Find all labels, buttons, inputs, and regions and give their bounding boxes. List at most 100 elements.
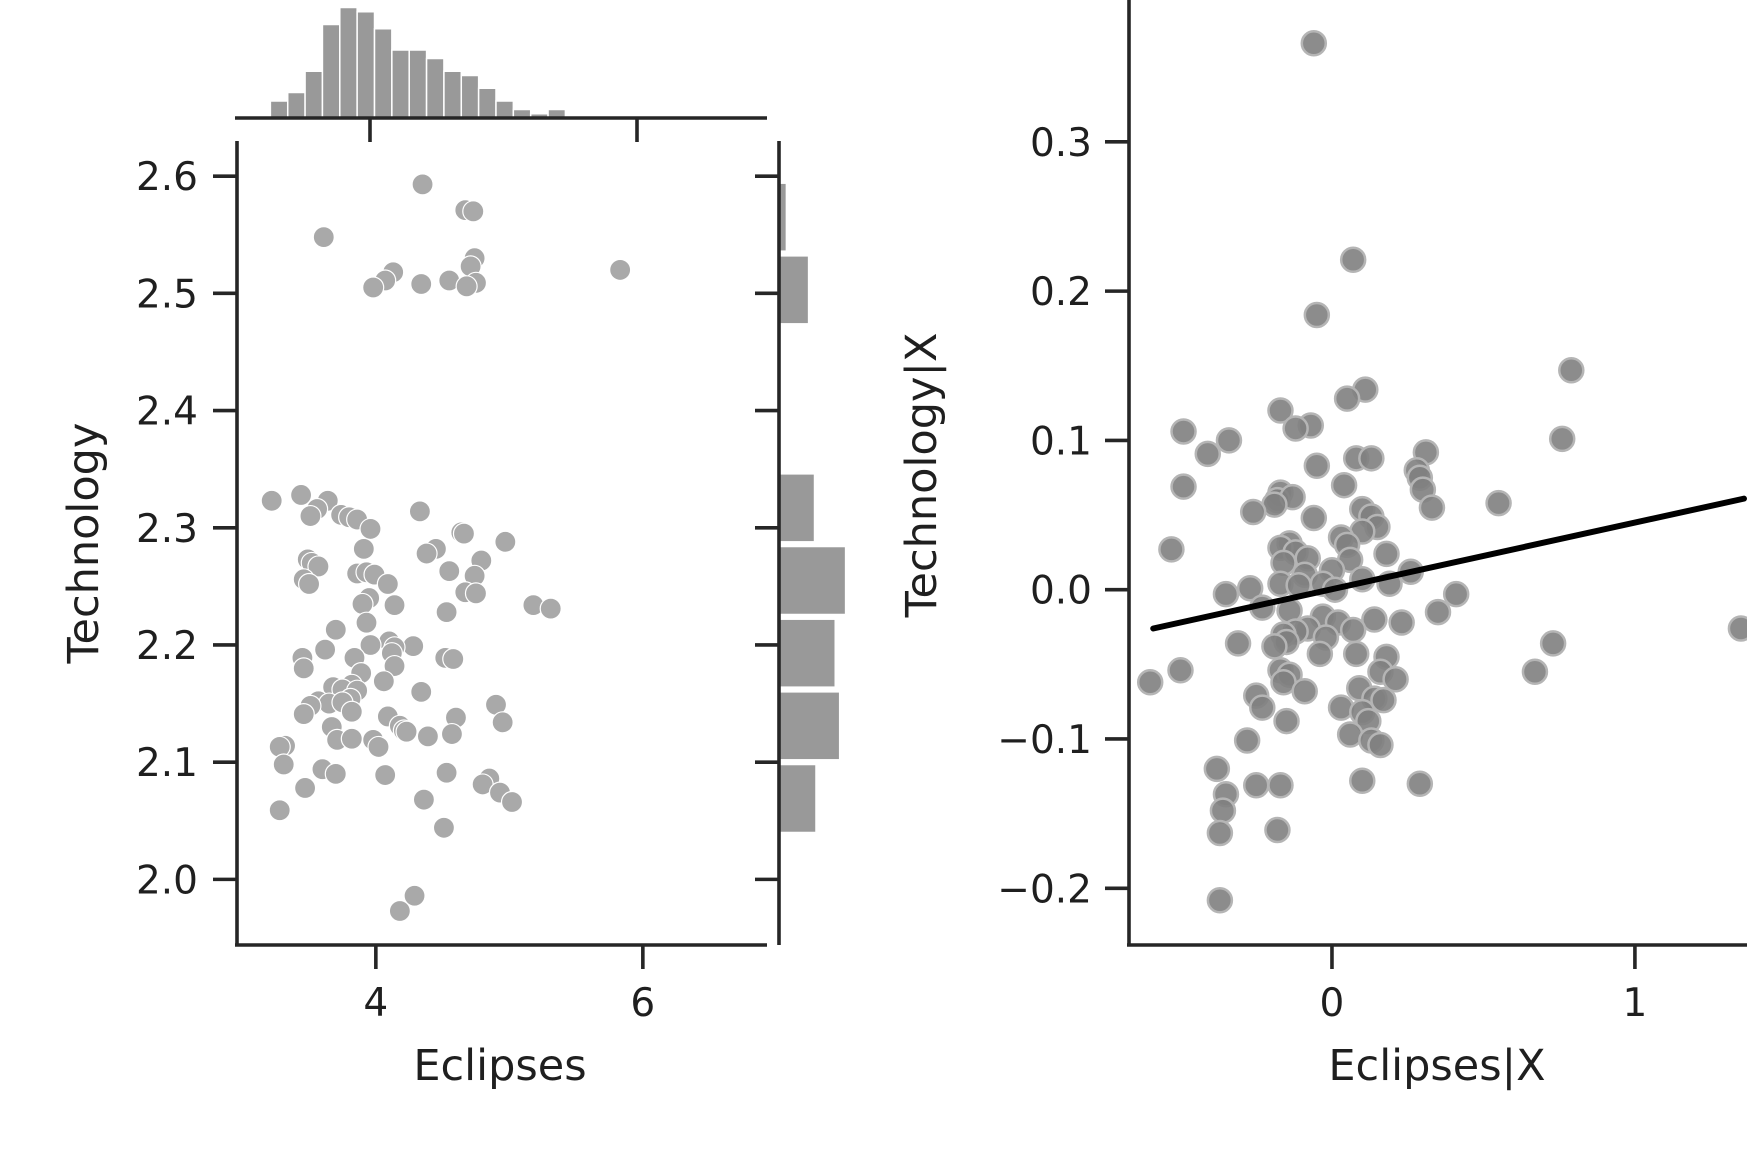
histogram-bar bbox=[778, 691, 841, 761]
histogram-bar bbox=[495, 100, 515, 119]
right-marginal-histogram bbox=[755, 141, 847, 945]
data-point bbox=[1242, 772, 1270, 799]
data-point bbox=[1206, 886, 1234, 914]
histogram-bar bbox=[778, 545, 847, 616]
x-tick-label: 0 bbox=[1320, 981, 1345, 1026]
histogram-bar bbox=[778, 473, 816, 543]
data-point bbox=[1382, 666, 1409, 693]
data-point bbox=[362, 276, 385, 299]
data-point bbox=[1203, 755, 1231, 783]
data-point bbox=[1306, 640, 1334, 668]
histogram-bar bbox=[356, 11, 376, 119]
data-point bbox=[1406, 770, 1434, 798]
y-tick-label: 2.5 bbox=[136, 272, 198, 317]
data-point bbox=[351, 592, 374, 616]
data-point bbox=[1339, 246, 1367, 274]
data-point bbox=[1300, 504, 1328, 532]
data-point bbox=[299, 504, 322, 528]
data-point bbox=[462, 200, 485, 223]
data-point bbox=[1209, 797, 1237, 824]
data-point bbox=[1170, 473, 1197, 500]
data-point bbox=[312, 226, 335, 249]
data-point bbox=[500, 790, 524, 814]
y-tick-label: 2.6 bbox=[136, 155, 198, 200]
data-point bbox=[359, 633, 382, 657]
histogram-bar bbox=[269, 100, 289, 119]
data-point bbox=[410, 680, 433, 703]
data-point bbox=[352, 537, 375, 560]
y-tick-label: 0.2 bbox=[1030, 270, 1092, 315]
data-point bbox=[410, 272, 433, 296]
histogram-bar bbox=[321, 23, 341, 119]
data-point bbox=[1558, 356, 1585, 384]
data-point bbox=[367, 735, 390, 759]
data-point bbox=[539, 597, 562, 620]
joint-scatter-x-axis-label: Eclipses bbox=[413, 1041, 586, 1091]
histogram-bar bbox=[391, 49, 410, 119]
data-point bbox=[324, 762, 347, 785]
data-point bbox=[1727, 615, 1747, 642]
y-tick-label: 2.1 bbox=[136, 741, 198, 786]
partial-regression-points bbox=[1136, 30, 1747, 914]
data-point bbox=[383, 594, 406, 617]
histogram-bar bbox=[460, 74, 480, 119]
data-point bbox=[1361, 606, 1388, 633]
data-point bbox=[297, 572, 321, 596]
histogram-bar bbox=[304, 70, 324, 119]
data-point bbox=[1264, 816, 1291, 844]
x-tick-label: 6 bbox=[630, 981, 655, 1026]
data-point bbox=[415, 542, 438, 565]
data-point bbox=[609, 258, 632, 282]
data-point bbox=[1239, 498, 1267, 526]
right-marginal-bars bbox=[778, 182, 847, 834]
data-point bbox=[1388, 609, 1415, 636]
data-point bbox=[1548, 425, 1576, 453]
data-point bbox=[416, 725, 440, 748]
y-tick-label: 0.1 bbox=[1030, 419, 1092, 464]
y-tick-label: −0.1 bbox=[997, 718, 1092, 763]
data-point bbox=[1418, 494, 1446, 521]
histogram-bar bbox=[425, 57, 445, 119]
data-point bbox=[1233, 727, 1261, 754]
data-point bbox=[1300, 30, 1328, 57]
data-point bbox=[432, 816, 456, 839]
data-point bbox=[1267, 397, 1294, 424]
y-tick-label: 2.3 bbox=[136, 507, 198, 552]
data-point bbox=[1339, 616, 1367, 644]
partial-regression-x-axis-label: Eclipses|X bbox=[1328, 1041, 1545, 1091]
data-point bbox=[1212, 580, 1240, 608]
partial-regression-y-ticks: −0.2 −0.1 0.0 0.1 0.2 0.3 bbox=[997, 121, 1129, 912]
data-point bbox=[438, 560, 461, 583]
x-tick-label: 1 bbox=[1622, 981, 1647, 1026]
data-point bbox=[1539, 630, 1567, 657]
data-point bbox=[1261, 633, 1288, 660]
data-point bbox=[1170, 418, 1197, 445]
data-point bbox=[1303, 452, 1331, 480]
data-point bbox=[1136, 669, 1164, 696]
regression-fit-line bbox=[1150, 495, 1747, 632]
data-point bbox=[455, 275, 478, 298]
joint-scatter-points bbox=[260, 173, 632, 923]
y-tick-label: −0.2 bbox=[997, 867, 1092, 912]
data-point bbox=[292, 703, 315, 726]
data-point bbox=[1330, 471, 1358, 499]
data-point bbox=[1521, 658, 1549, 686]
data-point bbox=[268, 799, 291, 822]
data-point bbox=[376, 572, 399, 596]
data-point bbox=[340, 727, 363, 750]
joint-scatter-y-axis-label: Technology bbox=[59, 423, 109, 665]
histogram-bar bbox=[477, 87, 497, 119]
histogram-bar bbox=[339, 6, 358, 119]
data-point bbox=[1333, 385, 1361, 412]
data-point bbox=[388, 899, 411, 923]
histogram-bar bbox=[373, 28, 393, 119]
data-point bbox=[442, 647, 465, 671]
y-tick-label: 0.3 bbox=[1030, 121, 1092, 166]
data-point bbox=[402, 635, 425, 658]
data-point bbox=[403, 884, 426, 907]
data-point bbox=[1194, 440, 1222, 468]
data-point bbox=[1327, 694, 1355, 721]
data-point bbox=[1349, 767, 1376, 795]
